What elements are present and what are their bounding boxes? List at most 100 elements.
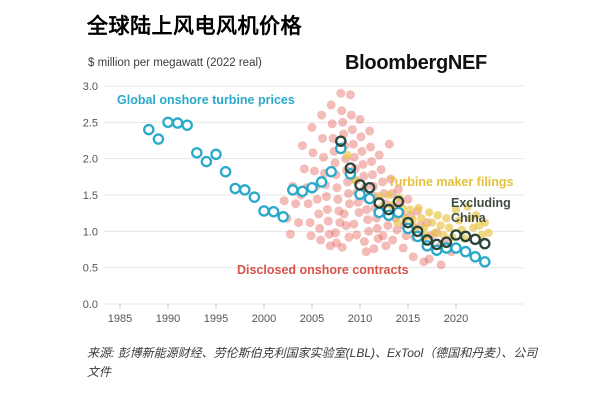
axis-unit-label: $ million per megawatt (2022 real) [88,57,262,69]
data-point-series-0 [294,218,304,228]
series-label-excluding-china: Excluding China [451,196,511,225]
data-point-series-2 [248,191,261,203]
data-point-series-1 [454,216,464,225]
data-point-series-0 [323,216,333,226]
data-point-series-2 [200,155,213,168]
data-point-series-1 [384,190,393,200]
data-point-series-2 [219,165,232,178]
data-point-series-1 [445,223,454,232]
data-point-series-2 [277,211,289,223]
data-point-series-1 [463,202,472,211]
data-point-series-0 [356,132,366,142]
data-point-series-0 [353,197,363,207]
data-point-series-0 [297,141,307,151]
data-point-series-2 [315,176,328,188]
data-point-series-2 [354,188,366,201]
data-point-series-1 [393,218,402,227]
data-point-series-0 [318,133,328,143]
x-axis-tick-label: 2005 [300,313,324,325]
data-point-series-0 [334,206,344,216]
data-point-series-0 [335,218,345,228]
data-point-series-0 [381,241,391,251]
data-point-series-1 [424,208,434,217]
data-point-series-0 [359,171,369,181]
source-note: 来源: 彭博新能源财经、劳伦斯伯克利国家实验室(LBL)、ExTool（德国和丹… [87,346,538,379]
page-title: 全球陆上风电风机价格 [87,15,302,38]
x-axis-tick-label: 1990 [156,313,180,325]
data-point-series-0 [346,110,356,120]
data-point-series-0 [343,189,353,199]
data-point-series-0 [337,106,347,116]
data-point-series-0 [367,170,377,180]
data-point-series-3 [402,216,414,229]
data-point-series-0 [367,157,377,167]
data-point-series-1 [436,221,445,230]
data-point-series-2 [181,119,193,131]
y-axis-tick-label: 1.5 [83,190,98,202]
data-point-series-1 [433,211,442,220]
data-point-series-0 [319,152,329,162]
data-point-series-2 [210,148,222,161]
data-point-series-3 [383,203,395,216]
data-point-series-0 [386,174,396,184]
data-point-series-0 [338,117,348,127]
data-point-series-0 [359,237,369,247]
data-point-series-0 [363,215,373,225]
data-point-series-0 [285,229,295,239]
data-point-series-1 [430,228,440,237]
data-point-series-3 [421,234,433,246]
data-point-series-3 [479,237,491,250]
data-point-series-1 [442,214,451,223]
data-point-series-2 [267,205,280,218]
data-point-series-2 [459,245,472,258]
x-axis-tick-label: 1985 [108,313,132,325]
data-point-series-3 [469,233,481,246]
data-point-series-3 [335,135,347,147]
data-point-series-0 [378,231,388,241]
data-point-series-0 [344,232,354,242]
data-point-series-3 [363,181,376,194]
data-point-series-0 [372,223,382,233]
data-point-series-1 [405,205,415,214]
data-point-series-0 [349,152,359,162]
data-point-series-3 [440,236,453,248]
data-point-series-0 [357,146,367,156]
scatter-plot: 0.0 0.5 1.0 1.5 2.0 2.5 3.0 1985 1990 1995 2000 200… [83,81,524,325]
data-point-series-1 [480,218,489,227]
data-point-series-0 [345,90,355,100]
data-point-series-2 [239,184,251,196]
data-point-series-0 [336,88,346,98]
y-axis-tick-label: 0.5 [83,263,98,275]
data-point-series-2 [152,133,165,145]
data-point-series-0 [373,234,383,244]
data-point-series-0 [322,205,332,215]
x-axis-tick-label: 1995 [204,313,228,325]
data-point-series-0 [303,199,313,209]
data-point-series-3 [411,225,424,238]
data-point-series-0 [315,223,325,233]
data-point-series-0 [365,126,375,136]
data-point-series-0 [306,231,316,241]
data-point-series-0 [384,139,394,149]
data-point-series-1 [343,150,352,160]
data-point-series-3 [344,162,357,174]
data-point-series-0 [317,110,327,120]
x-axis-tick-label: 2000 [252,313,276,325]
data-point-series-0 [348,139,358,149]
data-point-series-0 [308,148,318,158]
y-axis-tick-label: 2.5 [83,117,98,129]
chart-area: 0.0 0.5 1.0 1.5 2.0 2.5 3.0 1985 1990 1995 2000 200… [83,81,524,325]
data-point-series-0 [341,221,351,231]
data-point-series-3 [392,195,405,208]
data-point-series-2 [469,251,481,263]
data-point-series-0 [361,247,371,257]
data-point-series-2 [143,123,155,136]
data-point-series-0 [354,207,364,217]
data-point-series-0 [279,196,289,206]
data-point-series-0 [398,243,408,253]
data-point-series-0 [291,199,301,209]
data-point-series-0 [344,199,354,209]
data-point-series-0 [325,241,335,251]
data-point-series-0 [392,225,402,235]
